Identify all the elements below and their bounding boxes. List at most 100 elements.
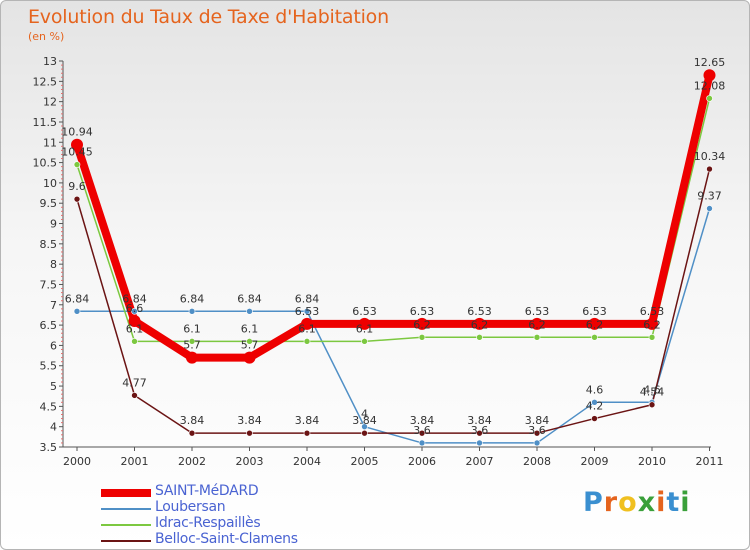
- chart-subtitle: (en %): [28, 30, 65, 43]
- data-point: [131, 338, 138, 345]
- data-point: [418, 429, 426, 437]
- data-point: [531, 317, 543, 330]
- y-tick-label: 6.5: [40, 319, 58, 332]
- y-tick-label: 12.5: [33, 75, 58, 88]
- data-point: [301, 317, 313, 330]
- y-tick-label: 10: [43, 177, 57, 190]
- x-tick-label: 2003: [236, 455, 264, 468]
- x-tick-label: 2007: [466, 455, 494, 468]
- data-label: 3.84: [295, 414, 320, 427]
- brand-letter: r: [603, 487, 619, 518]
- x-tick-label: 2009: [581, 455, 609, 468]
- data-label: 4.77: [122, 376, 147, 389]
- data-point: [128, 315, 141, 328]
- data-label: 6.53: [352, 305, 377, 318]
- data-point: [246, 429, 253, 437]
- y-tick-label: 3.5: [40, 441, 58, 454]
- data-label: 6.84: [65, 292, 90, 305]
- y-tick-label: 10.5: [33, 157, 58, 170]
- data-labels: 6.84 6.84 6.84 6.84 6.84 4 3.6 3.6 3.6 4.6 4.6 9.37…: [61, 56, 725, 437]
- data-label: 3.84: [352, 414, 377, 427]
- data-label: 10.45: [61, 146, 93, 159]
- series-line-2: [76, 97, 711, 343]
- data-point: [71, 138, 83, 151]
- data-label: 6.2: [528, 318, 546, 331]
- brand-letter: o: [618, 487, 638, 518]
- data-point: [706, 95, 713, 102]
- data-label: 6.1: [241, 322, 259, 335]
- data-label: 6.84: [237, 292, 262, 305]
- data-point: [303, 338, 311, 345]
- brand-letter: t: [666, 487, 681, 518]
- data-label: 3.6: [528, 424, 546, 437]
- data-point: [131, 307, 138, 315]
- data-label: 6.2: [586, 318, 604, 331]
- data-point: [476, 429, 483, 437]
- data-point: [358, 317, 371, 330]
- data-point: [246, 307, 253, 315]
- data-point: [646, 317, 658, 330]
- data-label: 6.1: [126, 322, 144, 335]
- data-point: [131, 392, 138, 399]
- data-label: 3.6: [413, 424, 431, 437]
- data-point: [361, 338, 368, 345]
- x-tick-label: 2008: [523, 455, 551, 468]
- legend-label: SAINT-MéDARD: [155, 483, 259, 499]
- data-label: 6.53: [467, 305, 492, 318]
- data-label: 4.2: [586, 400, 604, 413]
- data-label: 3.84: [467, 414, 492, 427]
- y-tick-label: 7.5: [40, 278, 58, 291]
- data-point: [418, 333, 426, 341]
- data-point: [303, 429, 311, 437]
- data-point: [416, 317, 428, 330]
- series-points: [71, 69, 716, 447]
- x-tick-label: 2000: [63, 455, 91, 468]
- data-label: 6.53: [410, 305, 435, 318]
- y-tick-label: 4.5: [40, 400, 58, 413]
- x-tick-label: 2010: [638, 455, 666, 468]
- data-point: [243, 351, 256, 364]
- y-tick-label: 9: [50, 218, 57, 231]
- x-tick-label: 2006: [408, 455, 436, 468]
- chart-title: Evolution du Taux de Taxe d'Habitation: [28, 6, 389, 28]
- data-label: 6.84: [180, 292, 205, 305]
- data-point: [591, 415, 598, 422]
- data-label: 6.2: [471, 318, 489, 331]
- data-point: [703, 69, 716, 82]
- data-point: [418, 439, 426, 447]
- data-point: [476, 333, 483, 341]
- legend-label: Loubersan: [155, 499, 226, 515]
- data-point: [533, 429, 541, 437]
- data-point: [186, 351, 198, 364]
- data-point: [533, 439, 541, 447]
- x-tick-label: 2004: [293, 455, 321, 468]
- data-label: 10.34: [694, 150, 726, 163]
- series-line-0: [73, 71, 714, 362]
- y-tick-label: 11: [43, 136, 57, 149]
- data-label: 9.37: [697, 189, 722, 202]
- data-label: 3.84: [180, 414, 205, 427]
- brand-logo: Proxiti: [583, 487, 691, 518]
- brand-letter: P: [583, 487, 604, 518]
- data-label: 3.84: [237, 414, 262, 427]
- legend-swatch: [101, 489, 151, 497]
- data-label: 6.53: [640, 305, 665, 318]
- data-point: [648, 333, 656, 341]
- data-point: [73, 195, 81, 203]
- data-point: [188, 307, 196, 315]
- data-point: [706, 205, 713, 212]
- y-tick-label: 8.5: [40, 238, 58, 251]
- y-tick-label: 9.5: [40, 197, 58, 210]
- legend-swatch: [101, 508, 151, 510]
- y-tick-label: 7: [50, 299, 57, 312]
- y-tick-label: 13: [43, 55, 57, 68]
- data-point: [648, 401, 656, 409]
- y-tick-label: 4: [50, 421, 57, 434]
- data-label: 10.94: [61, 126, 93, 139]
- data-label: 6.2: [413, 318, 431, 331]
- data-point: [588, 317, 601, 330]
- data-point: [361, 429, 368, 437]
- data-point: [591, 333, 598, 341]
- axes: 3.544.555.566.577.588.599.51010.51111.51…: [33, 55, 724, 468]
